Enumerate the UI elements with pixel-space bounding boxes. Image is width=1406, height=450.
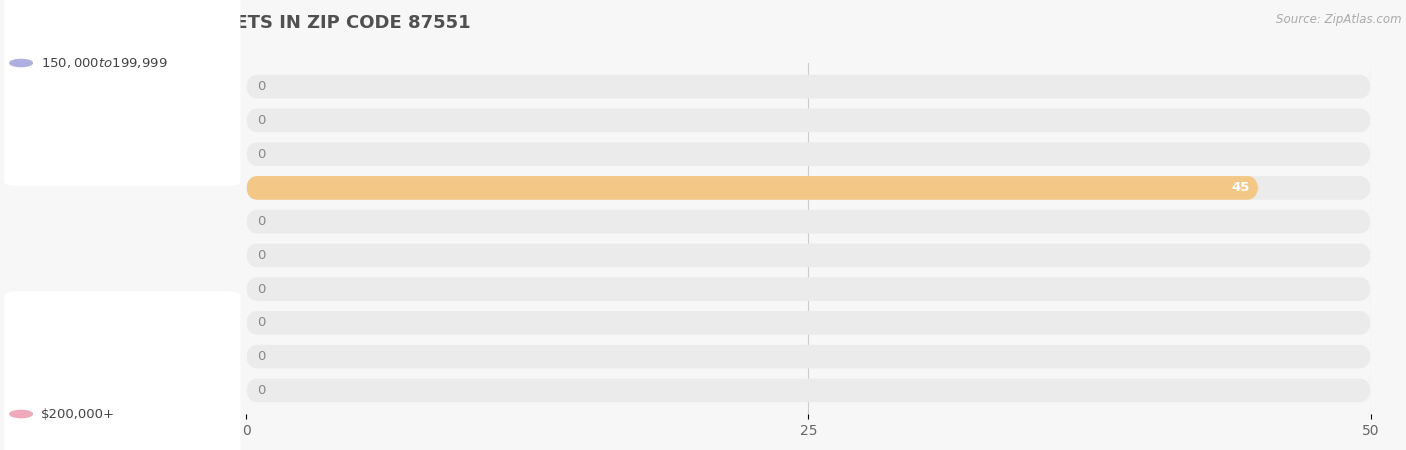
- FancyBboxPatch shape: [246, 243, 1371, 267]
- Text: 0: 0: [257, 215, 266, 228]
- Text: 0: 0: [257, 384, 266, 397]
- Text: 0: 0: [257, 80, 266, 93]
- FancyBboxPatch shape: [246, 176, 1371, 200]
- FancyBboxPatch shape: [246, 176, 1258, 200]
- FancyBboxPatch shape: [246, 142, 1371, 166]
- FancyBboxPatch shape: [246, 378, 1371, 402]
- Text: 0: 0: [257, 316, 266, 329]
- FancyBboxPatch shape: [246, 75, 1371, 99]
- Text: 0: 0: [257, 114, 266, 127]
- FancyBboxPatch shape: [246, 345, 1371, 369]
- Text: Source: ZipAtlas.com: Source: ZipAtlas.com: [1277, 14, 1402, 27]
- FancyBboxPatch shape: [246, 210, 1371, 234]
- Text: 45: 45: [1232, 181, 1250, 194]
- FancyBboxPatch shape: [246, 311, 1371, 335]
- Text: FAMILY INCOME BRACKETS IN ZIP CODE 87551: FAMILY INCOME BRACKETS IN ZIP CODE 87551: [4, 14, 471, 32]
- FancyBboxPatch shape: [246, 108, 1371, 132]
- Text: 0: 0: [257, 148, 266, 161]
- FancyBboxPatch shape: [246, 277, 1371, 301]
- Text: 0: 0: [257, 249, 266, 262]
- Text: $200,000+: $200,000+: [41, 408, 115, 420]
- Text: 0: 0: [257, 350, 266, 363]
- Text: 0: 0: [257, 283, 266, 296]
- Text: $150,000 to $199,999: $150,000 to $199,999: [41, 56, 167, 70]
